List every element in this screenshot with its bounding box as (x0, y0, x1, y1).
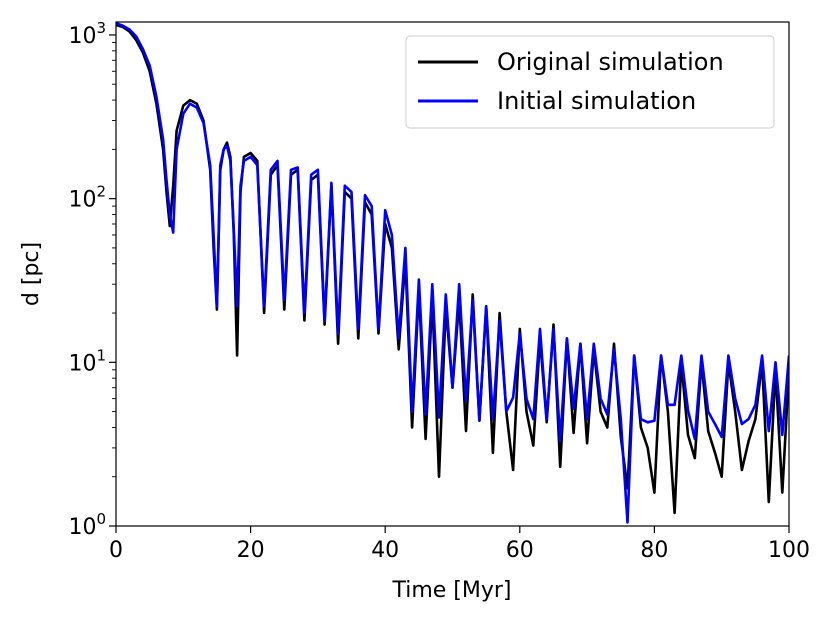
y-tick-label: 100 (68, 510, 106, 540)
y-axis-label: d [pc] (19, 242, 44, 306)
x-tick-label: 0 (109, 538, 123, 563)
x-tick-label: 100 (768, 538, 810, 563)
legend-label-original: Original simulation (497, 48, 724, 76)
legend-box (405, 35, 775, 129)
y-minor-ticks (112, 41, 116, 478)
series-layer (116, 22, 789, 524)
x-axis-label: Time [Myr] (391, 578, 511, 603)
x-axis-ticks: 0 20 40 60 80 100 (109, 526, 810, 563)
legend-label-initial: Initial simulation (497, 87, 696, 115)
x-tick-label: 20 (237, 538, 265, 563)
x-tick-label: 80 (640, 538, 668, 563)
x-tick-label: 40 (371, 538, 399, 563)
legend: Original simulation Initial simulation (405, 35, 775, 129)
y-tick-label: 103 (68, 19, 106, 49)
y-axis-ticks: 100 101 102 103 (68, 19, 116, 540)
plot-frame (115, 21, 790, 527)
y-tick-label: 101 (68, 346, 106, 376)
series-line-initial (116, 22, 789, 524)
x-tick-label: 60 (506, 538, 534, 563)
y-tick-label: 102 (68, 183, 106, 213)
